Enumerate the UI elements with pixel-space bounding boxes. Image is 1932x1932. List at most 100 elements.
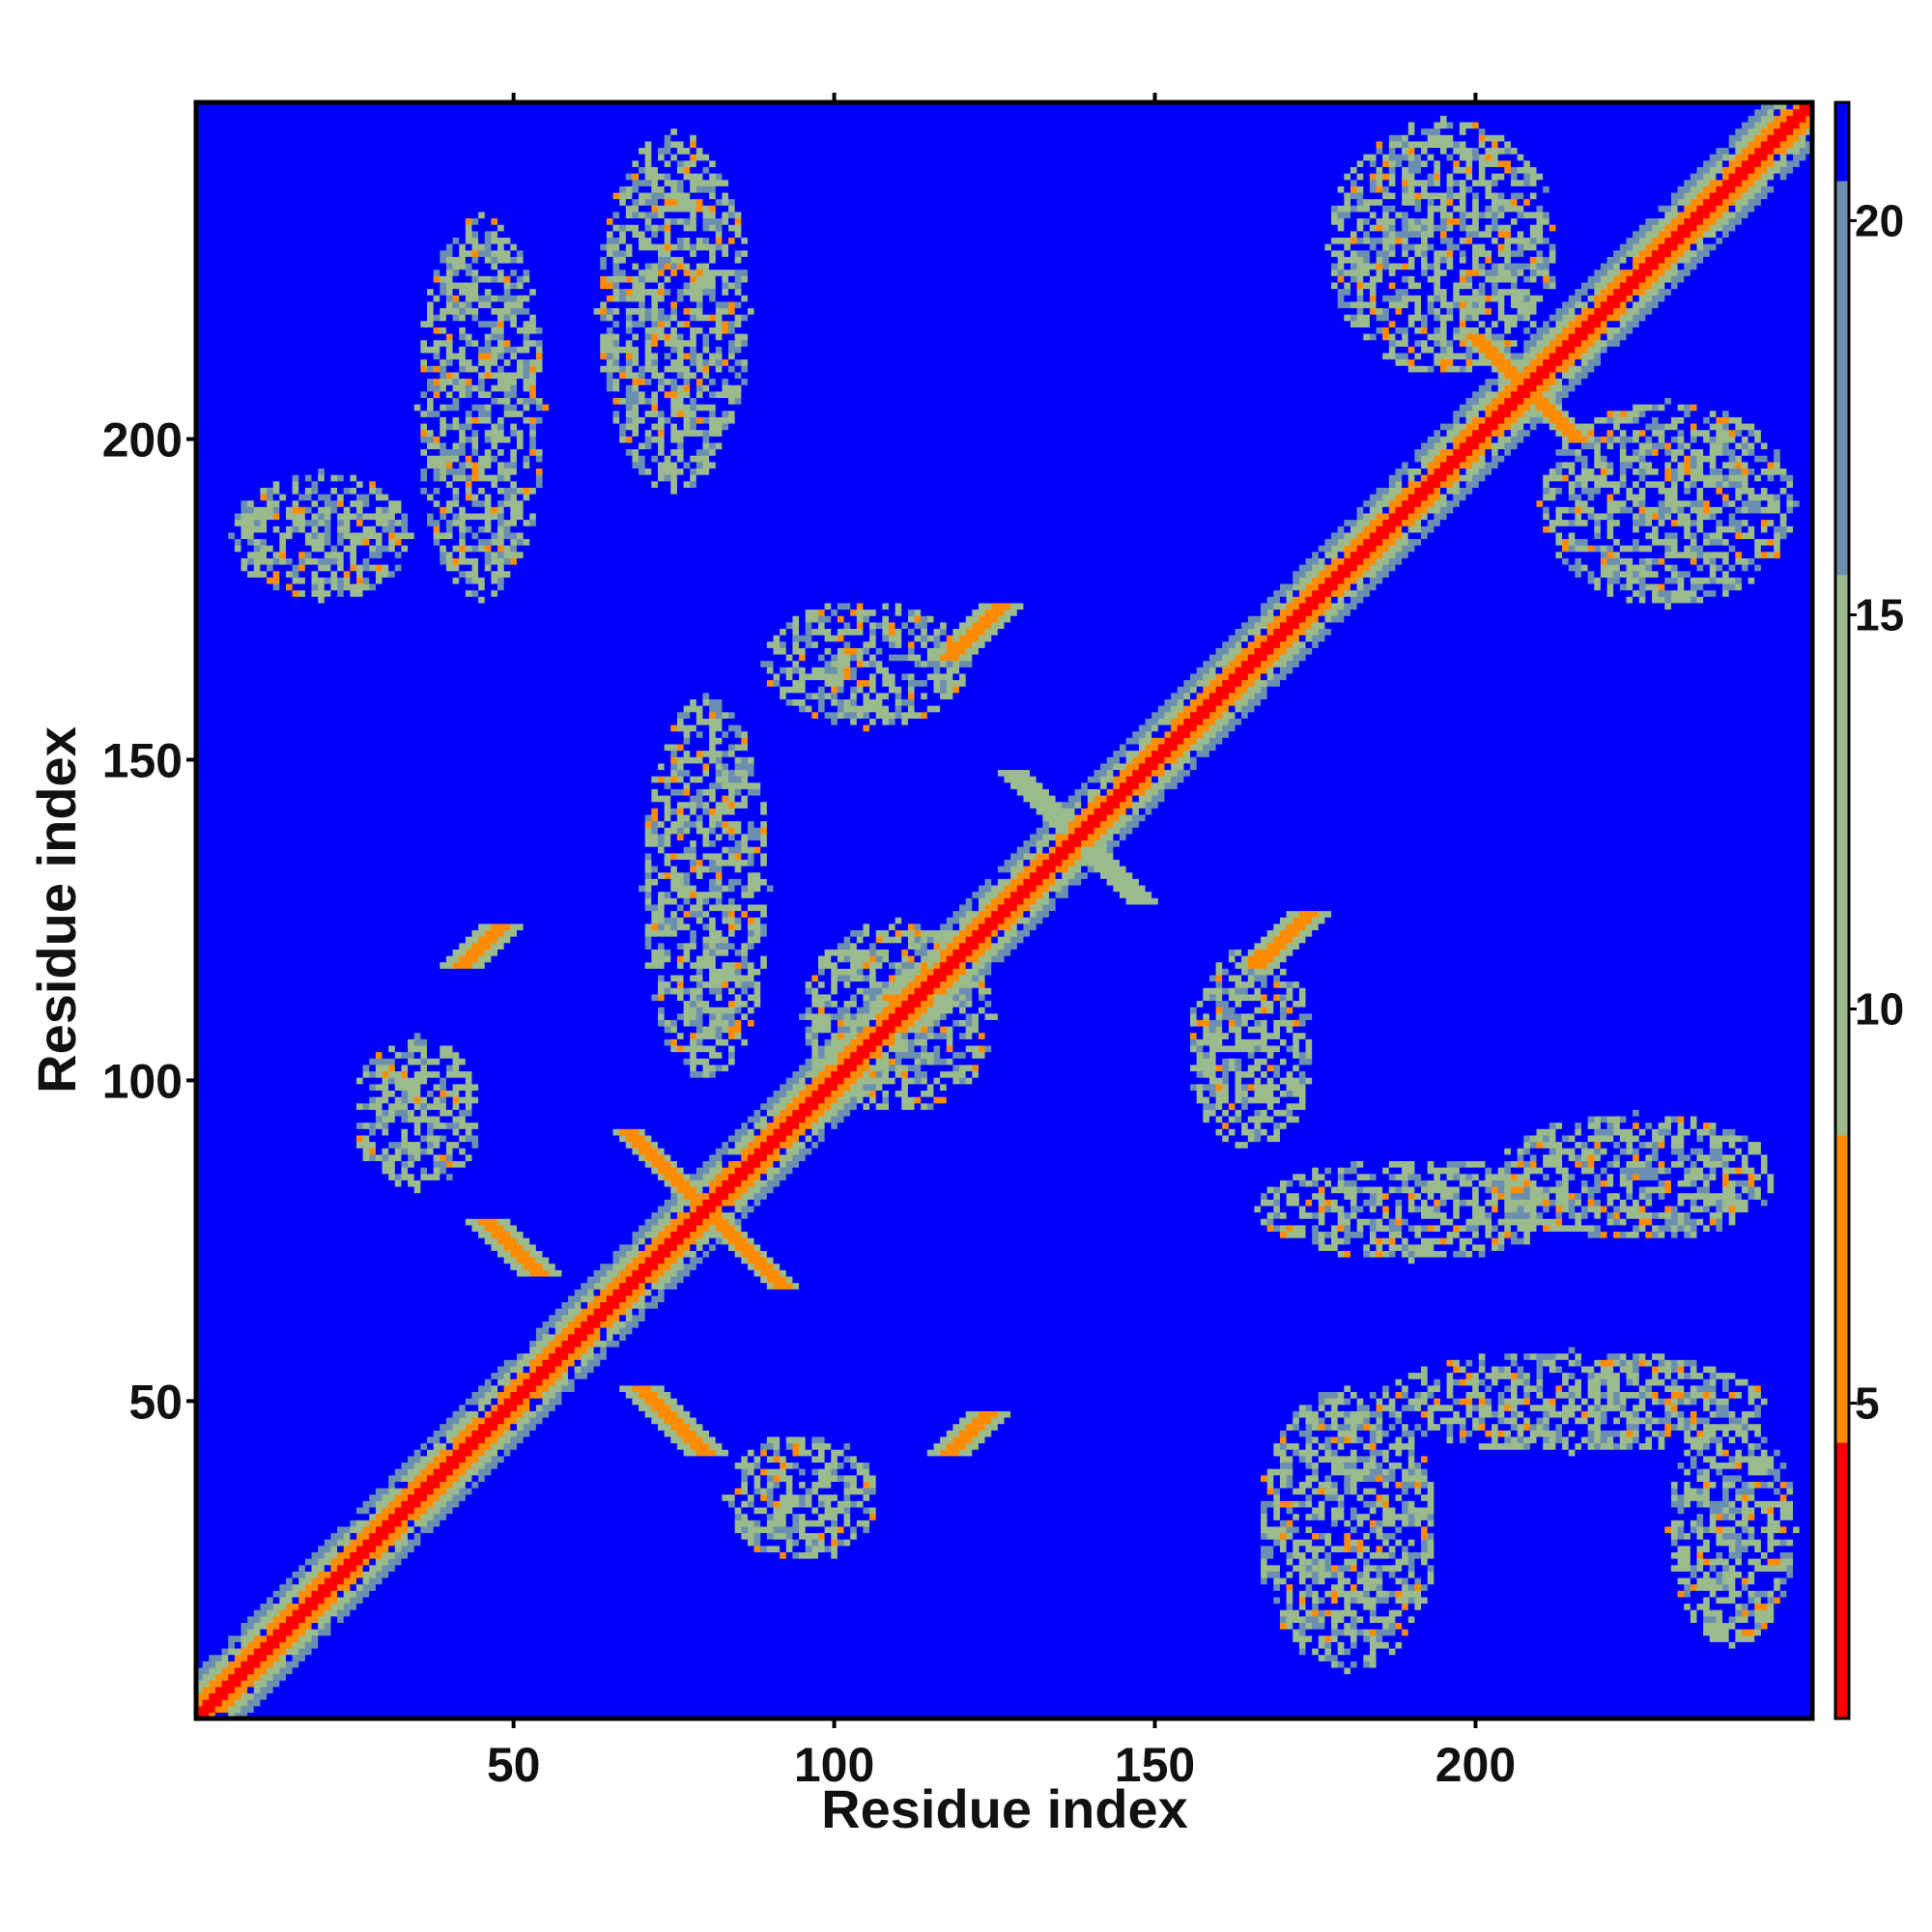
heatmap-cell (1293, 1468, 1313, 1476)
heatmap-cell (773, 1282, 794, 1290)
heatmap-cell (388, 1571, 1262, 1578)
heatmap-cell (1421, 1603, 1685, 1610)
heatmap-cell (1568, 1449, 1576, 1457)
heatmap-cell (799, 1532, 819, 1540)
heatmap-cell (375, 1148, 384, 1155)
heatmap-cell (196, 1308, 556, 1316)
heatmap-cell (1427, 1532, 1435, 1540)
heatmap-cell (337, 1545, 345, 1552)
heatmap-cell (747, 1211, 1268, 1219)
heatmap-cell (670, 1026, 678, 1034)
heatmap-cell (1215, 993, 1223, 1002)
heatmap-cell (1286, 1083, 1307, 1091)
heatmap-cell (741, 1257, 749, 1264)
heatmap-cell (625, 1275, 646, 1284)
heatmap-cell (1273, 1102, 1288, 1110)
heatmap-cell (1286, 1058, 1300, 1065)
heatmap-cell (1376, 1590, 1390, 1598)
heatmap-cell (869, 1058, 877, 1065)
heatmap-cell (1709, 1435, 1723, 1444)
heatmap-cell (1388, 1423, 1397, 1431)
heatmap-cell (394, 1064, 403, 1072)
heatmap-cell (1407, 1449, 1415, 1457)
heatmap-cell (574, 1378, 1397, 1386)
heatmap-cell (921, 954, 941, 963)
heatmap-cell (780, 1493, 800, 1501)
heatmap-cell (952, 1058, 1198, 1065)
heatmap-cell (612, 1289, 634, 1296)
heatmap-cell (1735, 1449, 1743, 1457)
heatmap-cell (362, 1148, 370, 1155)
heatmap-cell (529, 1269, 550, 1277)
heatmap-cell (1344, 1474, 1351, 1482)
heatmap-cell (850, 1532, 858, 1540)
heatmap-cell (670, 1250, 685, 1258)
heatmap-cell (355, 1506, 370, 1515)
heatmap-cell (1652, 1122, 1660, 1129)
heatmap-cell (728, 1058, 736, 1065)
heatmap-cell (805, 1435, 812, 1444)
heatmap-cell (760, 1243, 1320, 1251)
heatmap-cell (696, 942, 704, 950)
heatmap-cell (1421, 1199, 1429, 1207)
heatmap-cell (510, 1435, 525, 1444)
heatmap-cell (639, 1321, 1813, 1328)
heatmap-cell (831, 1012, 845, 1020)
heatmap-cell (279, 1680, 1813, 1688)
heatmap-cell (670, 1185, 678, 1194)
heatmap-cell (1247, 987, 1256, 995)
heatmap-cell (394, 1167, 403, 1175)
heatmap-cell (1376, 1423, 1383, 1431)
heatmap-cell (209, 1712, 216, 1719)
heatmap-cell (1407, 1615, 1415, 1624)
heatmap-cell (1767, 1481, 1775, 1489)
heatmap-cell (1619, 1378, 1628, 1386)
heatmap-cell (901, 1058, 916, 1065)
heatmap-cell (1696, 1160, 1704, 1168)
heatmap-cell (1690, 1442, 1704, 1450)
heatmap-cell (1741, 1571, 1749, 1578)
heatmap-cell (1312, 1583, 1332, 1591)
heatmap-cell (1606, 1205, 1614, 1213)
heatmap-cell (1575, 1346, 1813, 1354)
heatmap-cell (1407, 1192, 1415, 1200)
heatmap-cell (484, 1224, 505, 1233)
heatmap-cell (619, 1384, 634, 1393)
heatmap-cell (1626, 1372, 1640, 1379)
heatmap-cell (452, 1115, 467, 1123)
heatmap-cell (433, 1430, 447, 1437)
heatmap-cell (1703, 1365, 1718, 1374)
heatmap-cell (1581, 1185, 1589, 1194)
heatmap-cell (1324, 1577, 1339, 1585)
heatmap-cell (1633, 1352, 1640, 1360)
heatmap-cell (1421, 1493, 1435, 1501)
heatmap-cell (766, 954, 819, 963)
heatmap-cell (632, 1243, 639, 1251)
heatmap-cell (1293, 1064, 1300, 1072)
heatmap-cell (741, 1455, 749, 1463)
heatmap-cell (639, 1404, 652, 1411)
heatmap-cell (394, 1051, 403, 1059)
heatmap-cell (1261, 1474, 1268, 1482)
heatmap-cell (882, 1051, 890, 1059)
heatmap-cell (780, 1442, 787, 1450)
heatmap-cell (1286, 1551, 1293, 1559)
heatmap-cell (792, 1520, 800, 1527)
heatmap-cell (1427, 1410, 1435, 1418)
heatmap-cell (709, 949, 717, 956)
heatmap-cell (843, 1520, 851, 1527)
heatmap-cell (1633, 1179, 1660, 1187)
heatmap-cell (1741, 1462, 1749, 1469)
heatmap-cell (856, 1096, 865, 1104)
heatmap-cell (1696, 1384, 1718, 1393)
heatmap-cell (856, 1500, 865, 1508)
heatmap-cell (497, 1218, 511, 1226)
heatmap-cell (1747, 1134, 1813, 1143)
heatmap-cell (780, 1083, 794, 1091)
heatmap-cell (1446, 1237, 1454, 1245)
heatmap-cell (1196, 1044, 1204, 1053)
heatmap-cell (369, 1513, 377, 1520)
heatmap-cell (760, 1449, 768, 1457)
heatmap-cell (1722, 1564, 1730, 1572)
heatmap-cell (542, 1333, 556, 1341)
